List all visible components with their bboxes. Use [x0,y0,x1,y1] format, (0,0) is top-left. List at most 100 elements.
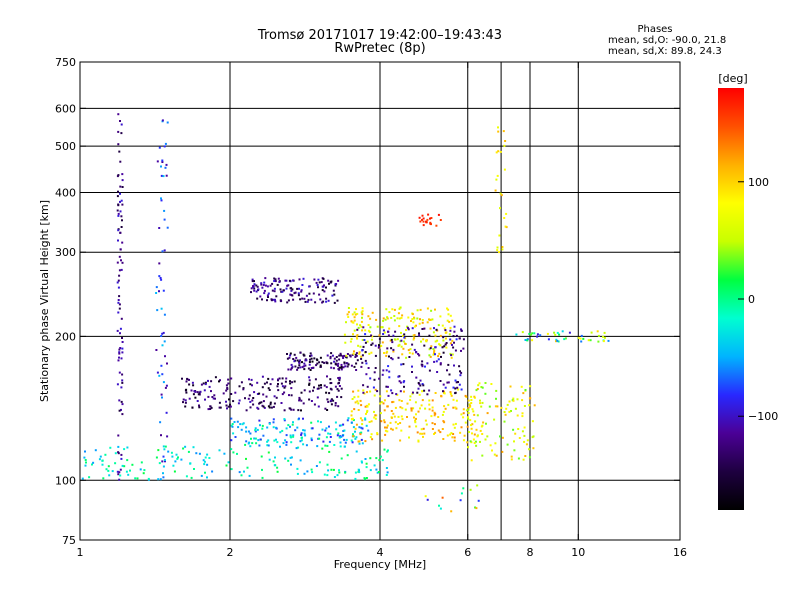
echo-point [121,179,124,182]
echo-point [443,345,446,348]
echo-point [431,409,434,412]
echo-point [117,434,120,437]
echo-point [422,220,425,223]
echo-point [338,368,341,371]
echo-point [258,402,261,405]
echo-point [325,391,328,394]
echo-point [346,313,349,316]
echo-point [429,221,432,224]
echo-point [102,477,105,480]
echo-point [289,434,292,437]
echo-point [162,289,165,292]
echo-point [101,459,104,462]
echo-point [312,389,314,392]
echo-point [271,282,274,285]
echo-point [458,337,461,340]
echo-point [158,462,161,465]
echo-point [464,421,467,424]
echo-point [448,320,451,323]
echo-point [405,356,408,359]
echo-point [204,456,207,459]
echo-point [340,368,343,371]
echo-point [300,433,303,436]
echo-point [210,380,213,383]
echo-point [118,399,121,402]
echo-point [188,397,191,400]
echo-point [439,363,442,366]
echo-point [450,394,453,397]
echo-point [386,450,389,453]
echo-point [603,331,606,334]
echo-point [298,278,301,281]
echo-point [340,354,342,357]
echo-point [419,318,421,321]
echo-point [298,417,300,420]
echo-point [245,430,248,433]
echo-point [410,320,412,322]
echo-point [316,359,319,362]
echo-point [362,389,365,392]
echo-point [361,349,364,352]
echo-point [338,471,341,474]
echo-point [402,381,405,384]
echo-point [539,334,542,337]
echo-point [370,338,373,341]
echo-point [380,345,383,347]
echo-point [308,285,311,288]
echo-point [267,377,270,380]
echo-point [360,426,363,429]
echo-point [451,339,454,342]
echo-point [338,436,341,439]
echo-point [418,216,421,219]
echo-point [206,453,209,456]
echo-point [353,396,356,399]
echo-point [319,421,322,424]
echo-point [392,334,395,337]
echo-point [245,457,247,460]
echo-point [382,317,385,320]
echo-point [292,435,295,438]
echo-point [316,445,319,448]
echo-point [287,368,290,371]
echo-point [327,469,330,472]
echo-point [339,435,342,438]
echo-point [421,365,424,368]
echo-point [105,468,108,471]
echo-point [445,342,448,344]
echo-point [198,452,201,455]
echo-point [158,146,161,149]
echo-point [291,294,294,297]
echo-point [347,363,350,366]
echo-point [426,498,429,501]
echo-point [190,476,193,479]
echo-point [496,246,499,249]
echo-point [254,427,257,430]
echo-point [390,316,393,319]
echo-point [120,226,123,228]
y-tick-label: 200 [55,330,76,343]
echo-point [162,472,164,475]
echo-point [333,360,336,363]
echo-point [298,287,300,290]
echo-point [356,328,359,331]
echo-point [277,378,279,381]
echo-point [305,359,308,362]
echo-point [117,279,120,282]
echo-point [420,363,423,366]
echo-point [226,388,229,390]
echo-point [361,354,364,357]
echo-point [299,440,302,443]
echo-point [476,435,479,438]
echo-point [426,362,429,365]
echo-point [451,353,454,356]
echo-point [361,361,364,364]
echo-point [117,299,120,301]
echo-point [369,469,372,472]
echo-point [94,449,97,452]
echo-point [374,344,377,347]
echo-point [158,262,161,265]
echo-point [117,239,119,242]
echo-point [469,405,472,408]
echo-point [290,436,293,439]
echo-point [383,352,385,354]
